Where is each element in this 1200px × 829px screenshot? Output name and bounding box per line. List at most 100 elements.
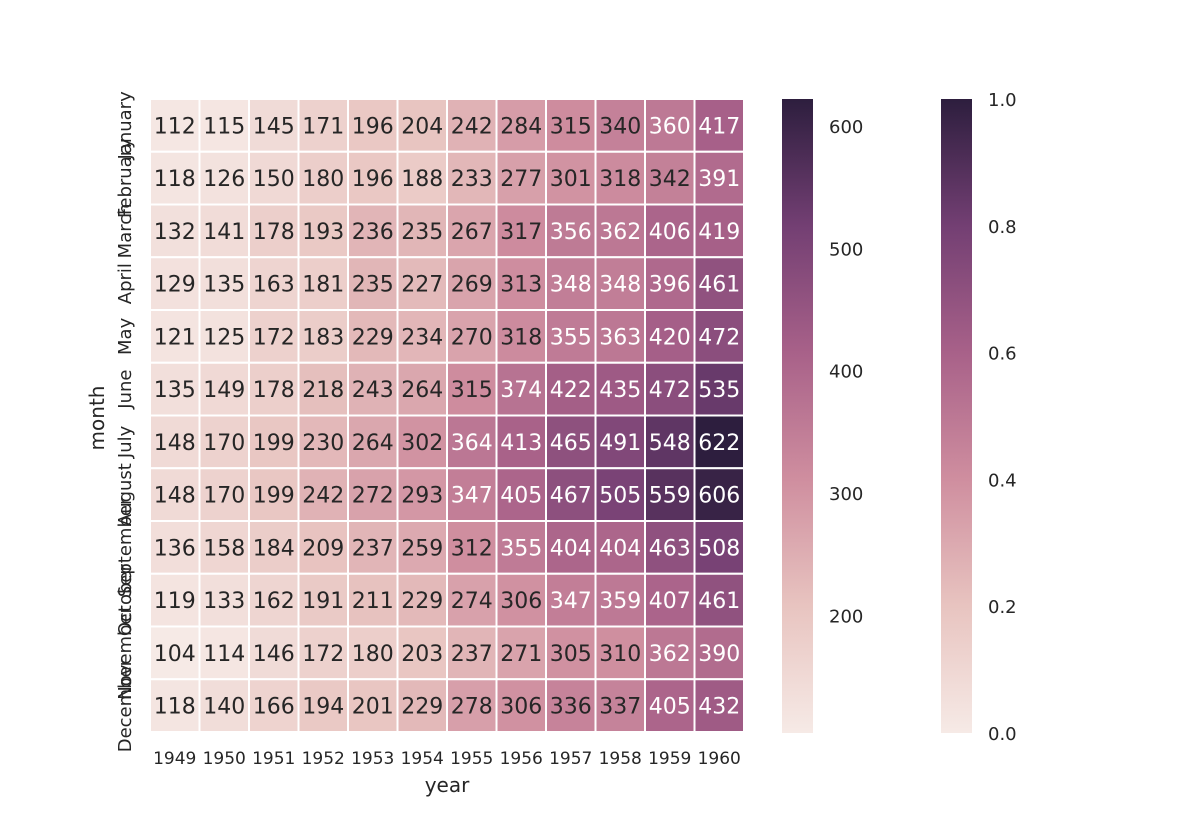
x-axis-label: year — [425, 773, 470, 797]
cell-value-label: 230 — [302, 431, 344, 456]
cell-value-label: 355 — [550, 325, 592, 350]
heatmap-cell — [347, 150, 399, 206]
cell-value-label: 184 — [253, 536, 295, 561]
cell-value-label: 277 — [500, 167, 542, 192]
x-tick-label: 1954 — [401, 749, 444, 769]
colorbar-tick-label: 200 — [829, 607, 863, 628]
cell-value-label: 404 — [550, 536, 592, 561]
heatmap-cell — [149, 520, 201, 575]
cell-value-label: 135 — [203, 273, 245, 298]
cell-value-label: 196 — [352, 114, 394, 139]
cell-value-label: 347 — [550, 589, 592, 614]
x-tick-label: 1955 — [450, 749, 493, 769]
heatmap-cell — [545, 150, 597, 206]
cell-value-label: 406 — [649, 220, 691, 245]
heatmap-cell — [693, 572, 745, 628]
heatmap-cell — [495, 520, 547, 575]
heatmap-cell — [693, 520, 745, 575]
heatmap-cell — [693, 678, 745, 733]
heatmap-cell — [149, 625, 201, 681]
x-tick-label: 1953 — [351, 749, 394, 769]
y-axis-label: month — [85, 386, 109, 451]
heatmap-cell — [693, 361, 745, 417]
cell-value-label: 374 — [500, 378, 542, 403]
cell-value-label: 125 — [203, 325, 245, 350]
y-tick-label: February — [115, 138, 136, 218]
cell-value-label: 420 — [649, 325, 691, 350]
heatmap-cell — [495, 150, 547, 206]
x-tick-label: 1959 — [648, 749, 691, 769]
cell-value-label: 348 — [599, 273, 641, 298]
colorbar-tick-label: 0.2 — [988, 597, 1017, 618]
colorbar-tick-label: 0.0 — [988, 724, 1017, 745]
x-tick-labels: 1949 1950 1951 1952 1953 1954 1955 1956 1957 1958… — [153, 749, 741, 769]
colorbar-gradient — [782, 99, 813, 733]
heatmap-cell — [693, 467, 745, 522]
cell-value-label: 293 — [401, 484, 443, 509]
heatmap-cell — [347, 414, 399, 470]
cell-value-label: 284 — [500, 114, 542, 139]
cell-value-label: 301 — [550, 167, 592, 192]
heatmap-cell — [198, 572, 250, 628]
colorbar-tick-label: 300 — [829, 484, 863, 505]
cell-value-label: 199 — [253, 484, 295, 509]
cell-value-label: 407 — [649, 589, 691, 614]
heatmap-cell — [446, 414, 498, 470]
cell-value-label: 191 — [302, 589, 344, 614]
heatmap-cell — [198, 150, 250, 206]
heatmap-cell — [644, 678, 696, 733]
cell-value-label: 166 — [253, 695, 295, 720]
colorbar-tick-label: 600 — [829, 117, 863, 138]
cell-value-label: 114 — [203, 642, 245, 667]
cell-value-label: 315 — [550, 114, 592, 139]
heatmap-cell — [495, 572, 547, 628]
cell-value-label: 364 — [451, 431, 493, 456]
cell-value-label: 118 — [154, 695, 196, 720]
cell-value-label: 413 — [500, 431, 542, 456]
cell-value-label: 237 — [451, 642, 493, 667]
heatmap-cell — [594, 150, 646, 206]
cell-value-label: 133 — [203, 589, 245, 614]
cell-value-label: 405 — [649, 695, 691, 720]
y-tick-label: August — [115, 463, 136, 526]
x-tick-label: 1960 — [698, 749, 741, 769]
cell-value-label: 362 — [649, 642, 691, 667]
cell-value-label: 463 — [649, 536, 691, 561]
cell-value-label: 126 — [203, 167, 245, 192]
x-tick-label: 1957 — [549, 749, 592, 769]
heatmap-cell — [248, 309, 300, 364]
cell-value-label: 337 — [599, 695, 641, 720]
heatmap-cell — [396, 361, 448, 417]
heatmap-cell — [446, 678, 498, 733]
cell-value-label: 201 — [352, 695, 394, 720]
heatmap-cell — [644, 467, 696, 522]
heatmap-cell — [297, 150, 349, 206]
cell-value-label: 306 — [500, 695, 542, 720]
y-tick-label: September — [115, 497, 136, 597]
cell-value-label: 112 — [154, 114, 196, 139]
heatmap-cell — [198, 414, 250, 470]
cell-value-label: 535 — [698, 378, 740, 403]
cell-value-label: 419 — [698, 220, 740, 245]
cell-value-label: 362 — [599, 220, 641, 245]
cell-value-label: 140 — [203, 695, 245, 720]
heatmap-cell — [297, 361, 349, 417]
cell-value-label: 264 — [352, 431, 394, 456]
x-tick-label: 1949 — [153, 749, 196, 769]
cell-value-label: 148 — [154, 484, 196, 509]
x-tick-label: 1958 — [599, 749, 642, 769]
x-tick-label: 1952 — [302, 749, 345, 769]
cell-value-label: 235 — [401, 220, 443, 245]
cell-value-label: 264 — [401, 378, 443, 403]
cell-value-label: 171 — [302, 114, 344, 139]
heatmap-cell — [396, 625, 448, 681]
x-tick-label: 1950 — [203, 749, 246, 769]
heatmap-cell — [693, 256, 745, 311]
cell-value-label: 336 — [550, 695, 592, 720]
heatmap-cell — [198, 678, 250, 733]
cell-value-label: 271 — [500, 642, 542, 667]
heatmap-cell — [446, 625, 498, 681]
cell-value-label: 181 — [302, 273, 344, 298]
